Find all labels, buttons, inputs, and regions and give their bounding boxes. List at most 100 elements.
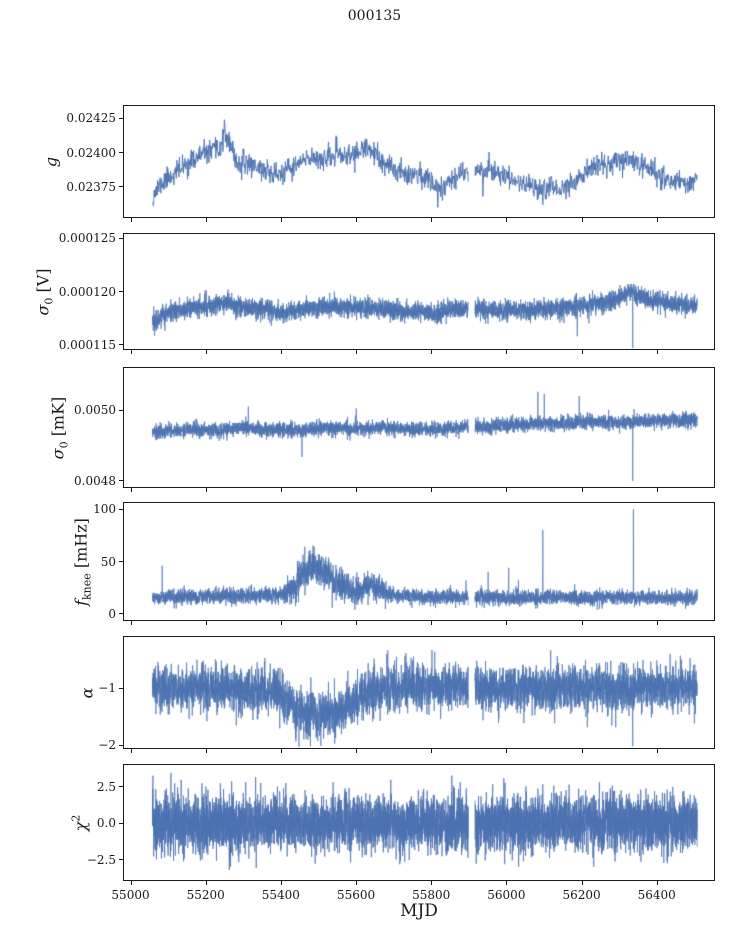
y-tick-label: 0: [108, 606, 116, 621]
x-tick: [431, 621, 433, 625]
y-tick-label: 0.000120: [58, 284, 116, 299]
y-tick: [119, 117, 123, 119]
x-tick: [130, 881, 132, 885]
x-tick: [280, 749, 282, 753]
y-tick-label: 0.000115: [58, 337, 116, 352]
y-axis-label-fknee: fknee [mHz]: [71, 517, 94, 606]
x-tick: [506, 218, 508, 222]
y-axis-label-g: g: [41, 156, 60, 167]
x-tick: [581, 488, 583, 492]
y-tick: [119, 291, 123, 292]
x-tick-label: 55400: [261, 888, 300, 902]
x-tick: [356, 488, 358, 492]
x-tick: [130, 218, 132, 222]
x-tick: [431, 350, 433, 354]
x-tick: [656, 749, 658, 753]
x-tick-label: 56400: [637, 888, 676, 902]
y-axis-label-sigma0_V: σ0 [V]: [33, 267, 56, 316]
x-tick: [581, 881, 583, 885]
y-tick: [119, 508, 123, 510]
x-tick: [205, 488, 207, 492]
x-tick: [581, 218, 583, 222]
x-tick-label: 56200: [562, 888, 601, 902]
y-tick-label: 50: [100, 554, 116, 569]
x-tick: [506, 749, 508, 753]
x-tick-label: 55000: [111, 888, 150, 902]
y-tick-label: 0.02400: [66, 145, 116, 160]
x-tick: [431, 749, 433, 753]
y-tick-label: −2: [98, 738, 116, 753]
y-tick: [119, 822, 123, 824]
y-tick-label: 0.02425: [66, 111, 116, 126]
x-tick: [506, 881, 508, 885]
x-tick: [205, 881, 207, 885]
plot-canvas-sigma0_mK: [124, 368, 714, 487]
x-tick: [130, 488, 132, 492]
x-tick: [581, 350, 583, 354]
x-tick-label: 55200: [186, 888, 225, 902]
y-tick: [119, 152, 123, 154]
y-tick-label: 0.0: [96, 816, 116, 831]
y-tick-label: −2.5: [86, 852, 116, 867]
x-tick: [656, 488, 658, 492]
x-tick: [356, 350, 358, 354]
x-tick: [581, 621, 583, 625]
x-tick: [656, 621, 658, 625]
x-tick: [130, 350, 132, 354]
y-tick: [119, 859, 123, 861]
y-tick: [119, 687, 123, 689]
x-tick: [506, 621, 508, 625]
y-axis-label-alpha: α: [77, 687, 96, 698]
y-tick: [119, 480, 123, 482]
x-tick: [506, 350, 508, 354]
y-tick: [119, 613, 123, 615]
x-tick-label: 55600: [336, 888, 376, 902]
x-tick: [280, 218, 282, 222]
x-tick: [656, 350, 658, 354]
x-tick: [280, 488, 282, 492]
plot-canvas-sigma0_V: [124, 234, 714, 349]
plot-canvas-fknee: [124, 503, 714, 620]
x-tick: [205, 749, 207, 753]
x-tick: [356, 621, 358, 625]
x-tick: [431, 488, 433, 492]
x-tick: [205, 350, 207, 354]
x-tick: [130, 621, 132, 625]
x-tick: [356, 881, 358, 885]
y-tick-label: 0.000125: [58, 231, 116, 246]
x-tick: [280, 350, 282, 354]
y-tick: [119, 786, 123, 788]
y-tick: [119, 186, 123, 188]
y-tick-label: 0.02375: [66, 179, 116, 194]
x-tick: [656, 218, 658, 222]
x-tick: [205, 621, 207, 625]
y-tick-label: 0.0048: [74, 473, 116, 488]
x-tick: [431, 881, 433, 885]
y-tick-label: 2.5: [96, 779, 116, 794]
x-tick-label: 56000: [487, 888, 526, 902]
x-tick: [356, 749, 358, 753]
y-tick: [119, 237, 123, 239]
plot-canvas-alpha: [124, 637, 714, 748]
y-tick-label: −1: [98, 681, 116, 696]
x-tick: [280, 881, 282, 885]
y-tick: [119, 561, 123, 562]
x-tick-label: 55800: [412, 888, 451, 902]
y-tick-label: 100: [93, 502, 116, 517]
figure-title: 000135: [347, 8, 402, 24]
y-tick: [119, 744, 123, 746]
x-tick: [656, 881, 658, 885]
plot-canvas-g: [124, 106, 714, 217]
x-tick: [280, 621, 282, 625]
x-tick: [431, 218, 433, 222]
y-axis-label-sigma0_mK: σ0 [mK]: [48, 396, 71, 459]
x-tick: [205, 218, 207, 222]
x-tick: [581, 749, 583, 753]
y-tick: [119, 344, 123, 346]
x-tick: [130, 749, 132, 753]
y-tick: [119, 409, 123, 411]
y-tick-label: 0.0050: [74, 403, 116, 418]
x-tick: [356, 218, 358, 222]
x-tick: [506, 488, 508, 492]
